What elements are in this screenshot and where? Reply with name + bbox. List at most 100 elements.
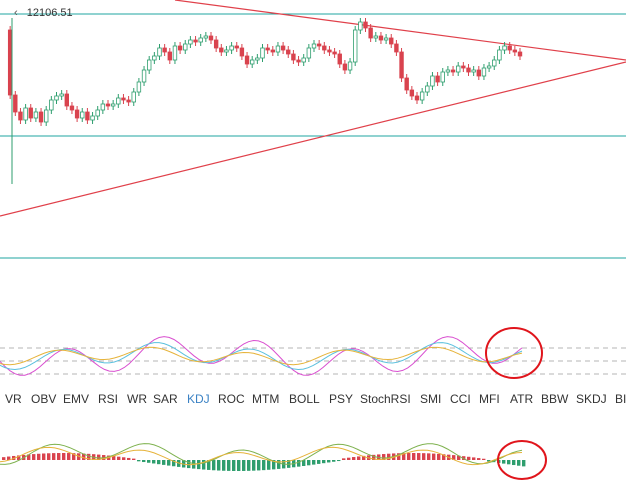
macd-histogram-bar	[217, 460, 220, 471]
candle-body	[70, 106, 74, 110]
macd-histogram-bar	[472, 457, 475, 460]
macd-histogram-bar	[252, 460, 255, 471]
candle-body	[379, 36, 383, 40]
macd-histogram-bar	[132, 459, 135, 460]
macd-histogram-bar	[417, 453, 420, 460]
collapse-arrow-icon[interactable]: ‹	[14, 7, 18, 19]
candle-body	[39, 112, 43, 122]
candle-body	[415, 96, 419, 100]
candle-body	[518, 52, 522, 56]
macd-histogram-bar	[157, 460, 160, 464]
candle-body	[256, 58, 260, 60]
tab-obv[interactable]: OBV	[31, 392, 56, 406]
kdj-d-line	[0, 347, 522, 364]
candle-body	[472, 70, 476, 72]
macd-histogram-bar	[42, 453, 45, 460]
macd-histogram-bar	[337, 460, 340, 461]
macd-histogram-bar	[212, 460, 215, 470]
tab-atr[interactable]: ATR	[510, 392, 533, 406]
tab-mtm[interactable]: MTM	[252, 392, 279, 406]
tab-bbw[interactable]: BBW	[541, 392, 568, 406]
tab-mfi[interactable]: MFI	[479, 392, 500, 406]
candle-body	[204, 36, 208, 38]
candle-body	[492, 60, 496, 66]
tab-sar[interactable]: SAR	[153, 392, 178, 406]
macd-histogram-bar	[507, 460, 510, 464]
macd-histogram-bar	[62, 453, 65, 460]
candle-body	[117, 98, 121, 104]
macd-histogram-bar	[482, 459, 485, 460]
candle-body	[297, 60, 301, 62]
macd-histogram-bar	[477, 458, 480, 460]
macd-histogram-bar	[197, 460, 200, 469]
macd-histogram-bar	[512, 460, 515, 465]
candle-body	[86, 112, 90, 120]
candle-body	[106, 104, 110, 106]
candle-body	[29, 108, 33, 118]
tab-rsi[interactable]: RSI	[98, 392, 118, 406]
macd-histogram-bar	[327, 460, 330, 462]
macd-histogram-bar	[2, 457, 5, 460]
candle-body	[431, 76, 435, 86]
macd-histogram-bar	[517, 460, 520, 466]
macd-histogram-bar	[67, 453, 70, 460]
macd-histogram-bar	[262, 460, 265, 470]
macd-histogram-bar	[297, 460, 300, 467]
tab-wr[interactable]: WR	[127, 392, 147, 406]
candle-body	[400, 52, 404, 78]
candle-body	[14, 95, 18, 112]
candle-body	[50, 100, 54, 110]
macd-histogram-bar	[522, 460, 525, 466]
candle-body	[199, 38, 203, 42]
macd-histogram-bar	[317, 460, 320, 464]
candle-body	[261, 48, 265, 58]
indicator-tabs: VR OBV EMV RSI WR SAR KDJ ROC MTM BOLL PSY StochRSI…	[0, 390, 626, 410]
tab-smi[interactable]: SMI	[420, 392, 441, 406]
candle-body	[91, 116, 95, 120]
tab-boll[interactable]: BOLL	[289, 392, 320, 406]
candle-body	[410, 90, 414, 96]
macd-histogram-bar	[247, 460, 250, 471]
candle-body	[333, 52, 337, 54]
candle-body	[101, 104, 105, 110]
kdj-oscillator-panel	[0, 316, 626, 390]
tab-emv[interactable]: EMV	[63, 392, 89, 406]
tab-kdj[interactable]: KDJ	[187, 392, 210, 406]
macd-histogram-bar	[57, 453, 60, 460]
candle-body	[137, 82, 141, 92]
candle-body	[220, 48, 224, 52]
macd-histogram-bar	[432, 454, 435, 460]
tab-vr[interactable]: VR	[5, 392, 22, 406]
macd-histogram-bar	[52, 453, 55, 460]
candle-body	[462, 66, 466, 68]
macd-histogram-bar	[167, 460, 170, 466]
tab-bi[interactable]: BI	[615, 392, 626, 406]
macd-histogram-bar	[127, 458, 130, 460]
candle-body	[183, 44, 187, 50]
macd-histogram-bar	[307, 460, 310, 465]
candle-body	[482, 68, 486, 76]
price-chart[interactable]	[0, 0, 626, 300]
macd-histogram-bar	[267, 460, 270, 470]
tab-cci[interactable]: CCI	[450, 392, 471, 406]
macd-histogram-bar	[352, 457, 355, 460]
last-price-label: ‹ 12106.51	[14, 7, 73, 19]
tab-stochrsi[interactable]: StochRSI	[360, 392, 411, 406]
macd-histogram-bar	[137, 460, 140, 461]
candle-body	[384, 38, 388, 40]
candle-body	[286, 50, 290, 54]
macd-histogram-bar	[237, 460, 240, 471]
candle-body	[75, 110, 79, 118]
candle-body	[132, 92, 136, 102]
candle-body	[8, 30, 12, 95]
tab-skdj[interactable]: SKDJ	[576, 392, 607, 406]
macd-histogram-bar	[162, 460, 165, 465]
macd-histogram-bar	[222, 460, 225, 471]
tab-psy[interactable]: PSY	[329, 392, 353, 406]
candle-body	[266, 48, 270, 50]
candle-body	[250, 60, 254, 64]
tab-roc[interactable]: ROC	[218, 392, 245, 406]
lower-trendline[interactable]	[0, 62, 626, 216]
macd-histogram-bar	[322, 460, 325, 463]
macd-histogram-bar	[152, 460, 155, 463]
